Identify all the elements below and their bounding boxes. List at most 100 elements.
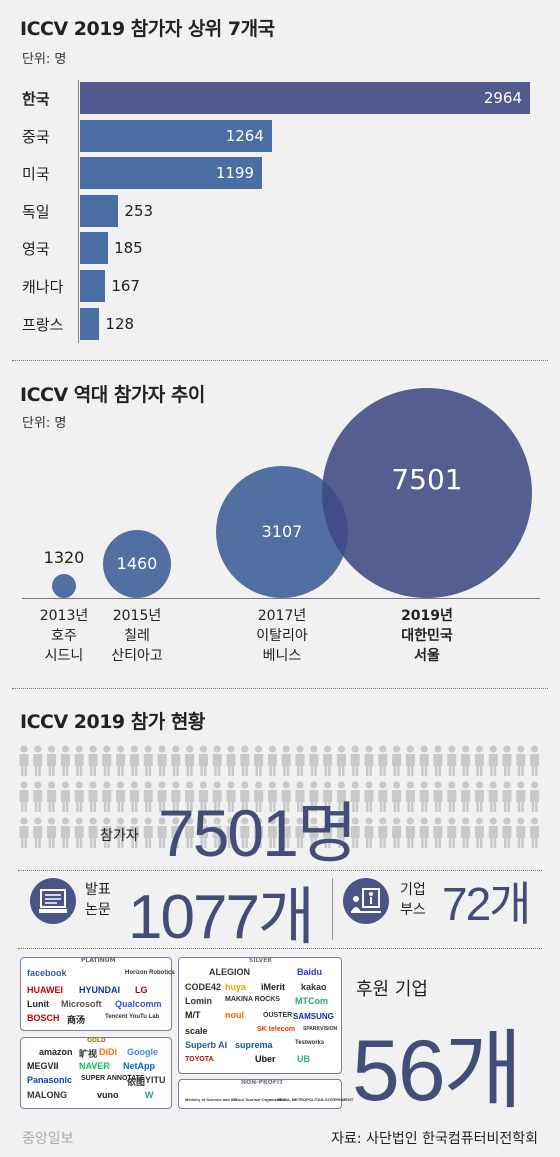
bar-category-label: 캐나다 [22, 278, 64, 296]
bar-category-label: 독일 [22, 202, 50, 221]
person-icon [226, 745, 236, 776]
platinum-label: PLATINUM [81, 957, 116, 964]
timeline-label: 2015년 칠레 산티아고 [82, 606, 192, 666]
section-divider [12, 360, 548, 361]
person-icon [281, 745, 291, 776]
logo-google: Google [127, 1047, 158, 1057]
timeline-country: 호주 [51, 628, 77, 644]
logo-ub: UB [297, 1054, 310, 1064]
person-icon [198, 745, 208, 776]
bar-value-label: 167 [111, 277, 140, 295]
person-icon [33, 781, 43, 812]
bubble-value-label: 1460 [116, 554, 158, 573]
logo-yitu: YITU [145, 1075, 166, 1085]
bar-value-label: 1264 [225, 126, 264, 145]
person-icon [502, 817, 512, 848]
bar-category-label: 영국 [22, 240, 50, 259]
stat-divider-vertical [332, 878, 333, 940]
bar-value-label: 128 [105, 314, 135, 333]
source-note: 자료: 사단법인 한국컴퓨터비전학회 [331, 1131, 538, 1147]
timeline-year: 2017년 [257, 608, 307, 624]
logo-superbai: Superb AI [185, 1040, 228, 1050]
person-icon [516, 817, 526, 848]
participants-value: 7501명 [158, 796, 358, 870]
logo-samsung: SAMSUNG [293, 1012, 334, 1021]
papers-label-2: 논문 [85, 902, 111, 918]
person-icon [47, 745, 57, 776]
nonprofit-label: NON-PROFIT [241, 1079, 284, 1086]
booth-label-1: 기업 [400, 882, 426, 898]
person-icon [102, 781, 112, 812]
logo-makinarocks: MAKINA ROCKS [225, 996, 280, 1003]
timeline-year: 2013년 [39, 608, 89, 624]
brand-logo: 중앙일보 [22, 1131, 74, 1147]
person-icon [461, 817, 471, 848]
logo-sktelecom: SK telecom [257, 1026, 296, 1033]
person-icon [60, 745, 70, 776]
logo-huya: huya [225, 982, 247, 992]
logo-lg: LG [135, 985, 148, 995]
person-icon [378, 745, 388, 776]
person-icon [143, 745, 153, 776]
status-title: ICCV 2019 참가 현황 [20, 711, 205, 733]
timeline-label: 2013년 호주 시드니 [9, 606, 119, 666]
person-icon [74, 817, 84, 848]
person-icon [502, 781, 512, 812]
logo-hyundai: HYUNDAI [79, 985, 121, 995]
logo-lomin: Lomin [185, 996, 212, 1006]
person-icon [433, 781, 443, 812]
timeline-label: 2019년 대한민국 서울 [372, 606, 482, 666]
logo-kuangshi: 旷视 [79, 1049, 98, 1059]
logo-panasonic: Panasonic [27, 1075, 73, 1085]
gold-sponsor-box: GOLD amazon 旷视 DiDi Google MEGVII NAVER … [20, 1037, 172, 1109]
sponsor-value: 56개 [352, 1023, 523, 1119]
stat-divider [18, 948, 542, 949]
paper-icon [30, 878, 76, 924]
logo-didi: DiDi [99, 1047, 117, 1057]
bar-category-label: 한국 [22, 90, 50, 108]
bubble [52, 574, 76, 598]
person-icon [240, 745, 250, 776]
person-icon [405, 781, 415, 812]
logo-kakao: kakao [301, 982, 327, 992]
person-icon [254, 745, 264, 776]
bar [80, 194, 119, 227]
bar-chart-axis [78, 80, 79, 343]
person-icon [378, 781, 388, 812]
person-icon [405, 817, 415, 848]
bar-chart-unit: 단위: 명 [22, 52, 67, 67]
logo-mt: M/T [185, 1010, 201, 1020]
logo-sensetime: 商汤 [67, 1015, 86, 1025]
timeline-country: 대한민국 [401, 628, 453, 644]
timeline-year: 2015년 [112, 608, 162, 624]
bar-value-label: 2964 [483, 89, 522, 107]
person-icon [116, 745, 126, 776]
logo-yitu-cn: 依图 [127, 1077, 146, 1087]
timeline-country: 칠레 [124, 628, 150, 644]
logo-megvii: MEGVII [27, 1061, 59, 1071]
person-icon [516, 781, 526, 812]
papers-label-1: 발표 [85, 882, 111, 898]
logo-imerit: iMerit [261, 982, 286, 992]
person-icon [474, 817, 484, 848]
person-icon [336, 745, 346, 776]
bubble-value-label: 7501 [391, 463, 463, 496]
person-icon [60, 817, 70, 848]
bar-value-label: 1199 [215, 164, 255, 183]
timeline-label: 2017년 이탈리아 베니스 [227, 606, 337, 666]
timeline-city: 서울 [414, 648, 440, 664]
logo-code42: CODE42 [185, 982, 222, 992]
papers-label: 발표 논문 [85, 880, 111, 920]
bar [80, 307, 100, 340]
logo-suprema: suprema [235, 1040, 273, 1050]
person-icon [419, 745, 429, 776]
logo-seoul-gov: SEOUL METROPOLITAN GOVERNMENT [277, 1097, 354, 1102]
bubble-value-label: 1320 [43, 548, 85, 567]
person-icon [405, 745, 415, 776]
person-icon [88, 745, 98, 776]
bubble-chart-unit: 단위: 명 [22, 416, 67, 431]
person-icon [33, 745, 43, 776]
person-icon [364, 817, 374, 848]
person-icon [157, 745, 167, 776]
person-icon [447, 817, 457, 848]
